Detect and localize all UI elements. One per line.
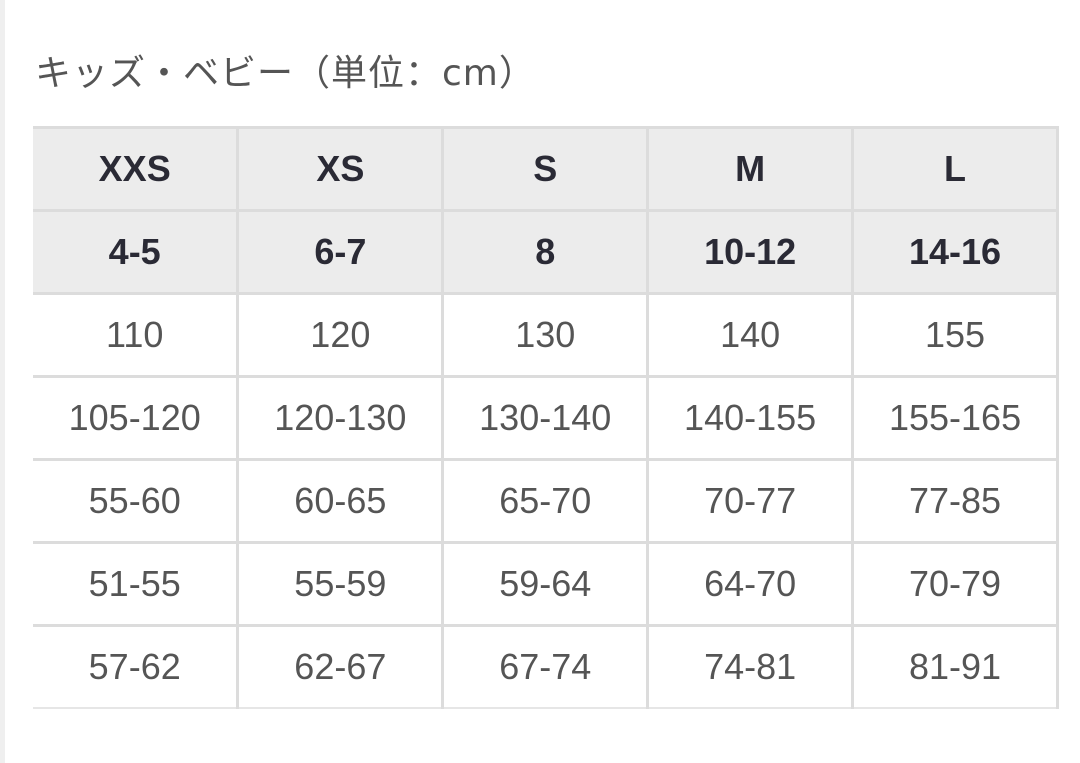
table-cell: 65-70 xyxy=(441,458,650,544)
table-row: 55-60 60-65 65-70 70-77 77-85 xyxy=(33,458,1059,544)
table-cell: 130-140 xyxy=(441,375,650,461)
table-cell: 62-67 xyxy=(236,624,445,709)
table-cell: 155-165 xyxy=(851,375,1059,461)
table-row: 57-62 62-67 67-74 74-81 81-91 xyxy=(33,624,1059,709)
table-cell: 74-81 xyxy=(646,624,855,709)
table-cell: 81-91 xyxy=(851,624,1059,709)
table-cell: 140-155 xyxy=(646,375,855,461)
table-row: 51-55 55-59 59-64 64-70 70-79 xyxy=(33,541,1059,627)
size-chart-table: XXS XS S M L 4-5 6-7 8 10-12 14-16 110 120 130 140 155… xyxy=(33,126,1059,709)
table-cell: 110 xyxy=(33,292,240,378)
table-cell: 55-59 xyxy=(236,541,445,627)
table-cell: 51-55 xyxy=(33,541,240,627)
table-row: 110 120 130 140 155 xyxy=(33,292,1059,378)
header-row: XXS XS S M L xyxy=(33,126,1059,212)
table-cell: L xyxy=(851,126,1059,212)
table-cell: 155 xyxy=(851,292,1059,378)
table-cell: XXS xyxy=(33,126,240,212)
table-cell: 70-77 xyxy=(646,458,855,544)
table-cell: M xyxy=(646,126,855,212)
table-cell: 14-16 xyxy=(851,209,1059,295)
table-cell: 55-60 xyxy=(33,458,240,544)
table-cell: 70-79 xyxy=(851,541,1059,627)
table-cell: 67-74 xyxy=(441,624,650,709)
table-cell: 59-64 xyxy=(441,541,650,627)
table-cell: 4-5 xyxy=(33,209,240,295)
table-cell: 130 xyxy=(441,292,650,378)
table-cell: 57-62 xyxy=(33,624,240,709)
table-cell: 140 xyxy=(646,292,855,378)
table-cell: 6-7 xyxy=(236,209,445,295)
table-cell: 8 xyxy=(441,209,650,295)
table-cell: 120 xyxy=(236,292,445,378)
table-cell: 105-120 xyxy=(33,375,240,461)
table-cell: 60-65 xyxy=(236,458,445,544)
header-row: 4-5 6-7 8 10-12 14-16 xyxy=(33,209,1059,295)
left-edge-strip xyxy=(0,0,5,763)
table-cell: XS xyxy=(236,126,445,212)
page-title: キッズ・ベビー（単位：cm） xyxy=(35,53,536,94)
table-cell: 10-12 xyxy=(646,209,855,295)
table-cell: 77-85 xyxy=(851,458,1059,544)
table-cell: 64-70 xyxy=(646,541,855,627)
table-cell: S xyxy=(441,126,650,212)
table-row: 105-120 120-130 130-140 140-155 155-165 xyxy=(33,375,1059,461)
table-cell: 120-130 xyxy=(236,375,445,461)
